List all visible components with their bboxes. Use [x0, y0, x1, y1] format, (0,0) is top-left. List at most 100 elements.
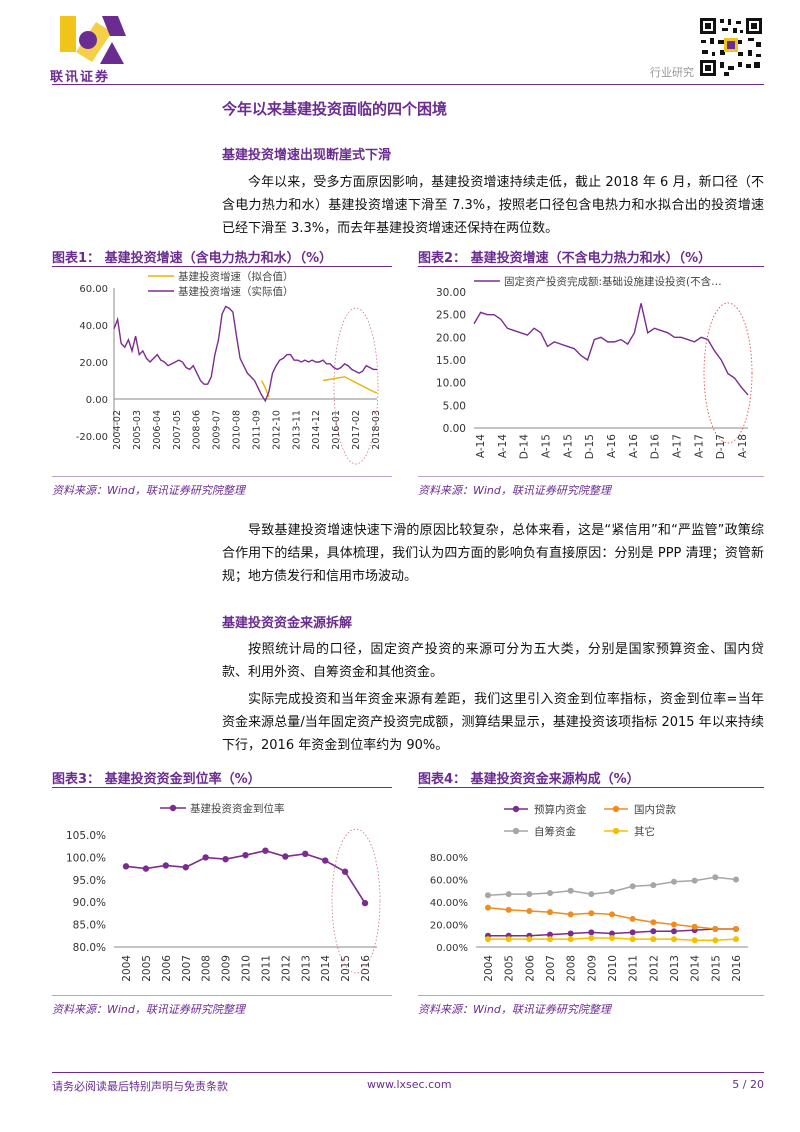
- fig2-x-tick: D-16: [650, 434, 662, 460]
- fig1-x-tick: 2006-04: [152, 410, 163, 450]
- fig3-x-tick: 2016: [360, 955, 372, 982]
- fig4-legend-label: 其它: [634, 825, 655, 838]
- fig4-legend-label: 预算内资金: [534, 803, 587, 816]
- fig4-data-point: [650, 919, 657, 926]
- fig3-y-tick: 90.0%: [73, 897, 106, 909]
- fig2-chart: 0.00 5.00 10.00 15.00 20.00 25.00 30.00 A-14 A-1…: [436, 275, 753, 460]
- fig3-x-tick: 2010: [241, 955, 253, 982]
- fig4-data-point: [650, 936, 657, 943]
- fig4-data-point: [671, 928, 677, 935]
- fig3-x-tick: 2009: [221, 955, 233, 982]
- fig1-y-tick: 40.00: [79, 321, 108, 332]
- fig1-y-tick: 0.00: [86, 395, 108, 406]
- footer-website[interactable]: www.lxsec.com: [367, 1078, 452, 1091]
- fig2-y-tick: 30.00: [436, 287, 466, 299]
- fig1-x-tick: 2014-12: [311, 410, 322, 450]
- header-divider: [52, 84, 764, 85]
- fig3-highlight-ellipse: [331, 828, 381, 974]
- fig3-bottom-rule: [52, 995, 392, 996]
- fig1-x-tick: 2005-03: [132, 410, 143, 450]
- fig2-y-tick: 20.00: [436, 332, 466, 344]
- fig1-bottom-rule: [52, 476, 392, 477]
- fig4-data-point: [671, 936, 677, 943]
- fig4-series-line: [487, 906, 736, 930]
- fig4-data-point: [505, 936, 512, 943]
- fig4-data-point: [526, 936, 533, 943]
- fig2-source: 资料来源：Wind，联讯证券研究院整理: [418, 484, 611, 497]
- fig4-data-point: [671, 921, 677, 928]
- fig1-x-tick: 2010-08: [232, 410, 243, 450]
- fig4-data-point: [691, 923, 698, 930]
- fig3-x-tick: 2006: [161, 955, 173, 982]
- fig3-x-tick: 2012: [280, 955, 292, 982]
- fig3-data-point: [162, 862, 170, 869]
- fig4-data-point: [567, 911, 574, 918]
- fig4-data-point: [485, 904, 491, 911]
- fig4-data-point: [629, 929, 636, 936]
- fig2-x-tick: D-14: [519, 434, 531, 460]
- fig3-data-point: [222, 855, 229, 863]
- fig4-data-point: [588, 929, 595, 936]
- fig3-y-tick: 105.0%: [66, 830, 106, 842]
- subsection-title-1: 基建投资增速出现断崖式下滑: [222, 148, 392, 163]
- fig4-x-tick: 2010: [607, 955, 619, 982]
- fig3-data-point: [182, 864, 189, 871]
- fig2-y-tick: 10.00: [436, 378, 466, 390]
- fig2-y-tick: 25.00: [436, 310, 466, 322]
- fig4-data-point: [609, 935, 615, 941]
- fig3-data-point: [361, 899, 369, 907]
- fig2-x-tick: A-16: [628, 434, 640, 458]
- fig4-x-tick: 2016: [731, 955, 743, 982]
- footer-disclaimer[interactable]: 请务必阅读最后特别声明与免责条款: [52, 1080, 228, 1093]
- fig4-legend-label: 自筹资金: [534, 825, 576, 838]
- fig4-data-point: [691, 937, 698, 944]
- fig4-data-point: [567, 887, 574, 894]
- fig2-x-tick: A-15: [541, 434, 553, 458]
- fig4-data-point: [609, 888, 615, 895]
- fig4-data-point: [733, 926, 739, 932]
- fig4-data-point: [485, 892, 491, 899]
- fig3-title: 图表3： 基建投资资金到位率（%）: [52, 772, 261, 787]
- fig2-y-tick: 0.00: [443, 423, 466, 435]
- brand-name: 联讯证券: [50, 70, 111, 85]
- fig2-title: 图表2： 基建投资增速（不含电力热力和水）（%）: [418, 251, 712, 266]
- fig3-y-tick: 80.0%: [73, 942, 106, 954]
- fig4-x-tick: 2011: [628, 955, 640, 982]
- fig2-bottom-rule: [418, 476, 764, 477]
- fig3-x-tick: 2015: [340, 955, 352, 982]
- fig3-y-tick: 100.0%: [66, 852, 106, 864]
- fig3-data-point: [321, 857, 329, 864]
- fig2-x-tick: A-18: [737, 434, 749, 458]
- fig3-y-tick: 85.0%: [73, 920, 106, 932]
- fig3-data-point: [282, 853, 289, 860]
- fig4-data-point: [547, 931, 553, 938]
- fig4-y-tick: 40.00%: [430, 898, 468, 909]
- fig4-legend-marker: [612, 805, 620, 813]
- fig2-x-tick: A-14: [475, 434, 487, 458]
- fig3-series-line: [125, 849, 366, 904]
- fig1-x-tick: 2009-07: [212, 410, 223, 450]
- footer-page-number: 5 / 20: [732, 1078, 764, 1091]
- fig2-legend-label: 固定资产投资完成额:基础设施建设投资(不含…: [504, 275, 722, 288]
- paragraph-2: 导致基建投资增速快速下滑的原因比较复杂，总体来看，这是“紧信用”和“严监管”政策…: [222, 523, 764, 584]
- fig4-data-point: [712, 926, 719, 932]
- fig1-chart: -20.00 0.00 20.00 40.00 60.00 2004-02 2005-03 2…: [76, 270, 382, 465]
- fig4-data-point: [671, 878, 677, 885]
- fig2-highlight-ellipse: [703, 302, 753, 444]
- fig4-x-tick: 2008: [566, 955, 578, 982]
- subsection-title-2: 基建投资资金来源拆解: [222, 616, 353, 631]
- fig1-y-tick: 20.00: [79, 358, 108, 369]
- fig4-data-point: [588, 891, 595, 898]
- fig1-series-fitted: [322, 376, 378, 394]
- fig4-x-tick: 2013: [669, 955, 681, 982]
- fig1-x-tick: 2012-10: [271, 410, 282, 450]
- fig4-data-point: [588, 910, 595, 917]
- fig1-title: 图表1： 基建投资增速（含电力热力和水）（%）: [52, 251, 333, 266]
- fig3-data-point: [122, 863, 130, 870]
- fig2-x-tick: D-15: [584, 434, 596, 459]
- fig4-x-tick: 2007: [545, 955, 557, 982]
- fig4-y-tick: 20.00%: [430, 921, 468, 932]
- fig4-data-point: [485, 936, 491, 943]
- fig4-x-tick: 2012: [648, 955, 660, 982]
- fig3-data-point: [302, 850, 309, 858]
